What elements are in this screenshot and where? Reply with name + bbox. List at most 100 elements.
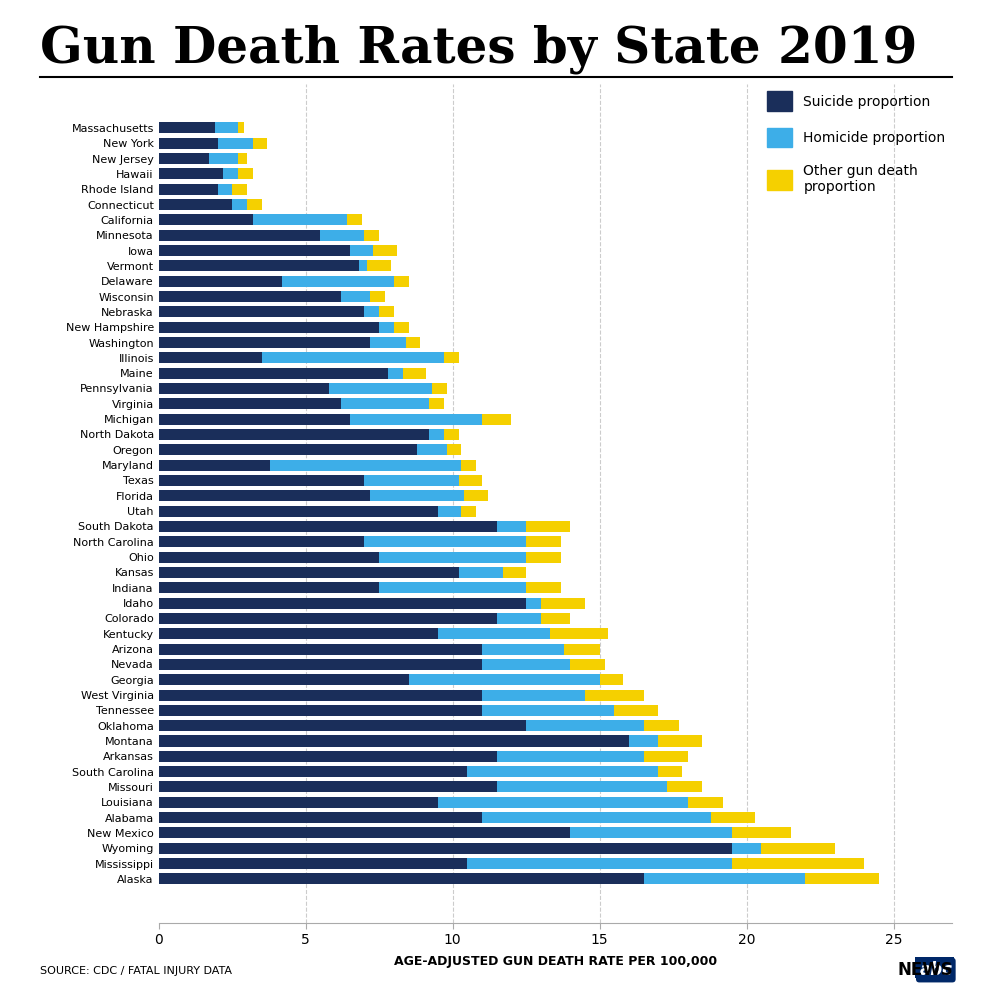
Bar — [238, 169, 253, 180]
Bar — [159, 766, 467, 777]
Bar — [159, 797, 437, 807]
Bar — [443, 352, 458, 363]
Bar — [394, 321, 409, 332]
Bar — [223, 169, 238, 180]
Bar — [403, 368, 427, 379]
Bar — [370, 291, 385, 302]
Bar — [159, 429, 430, 440]
Bar — [526, 597, 541, 608]
Bar — [159, 368, 388, 379]
Bar — [159, 597, 526, 608]
Bar — [732, 827, 791, 838]
Bar — [159, 138, 217, 149]
Bar — [446, 444, 461, 455]
Bar — [159, 153, 208, 164]
Bar — [467, 766, 659, 777]
Bar — [159, 843, 732, 854]
Bar — [370, 337, 406, 348]
Bar — [159, 751, 497, 762]
Bar — [599, 675, 623, 685]
Bar — [406, 337, 421, 348]
Bar — [367, 260, 391, 272]
Bar — [732, 843, 761, 854]
Bar — [482, 689, 585, 700]
Bar — [217, 184, 232, 194]
Bar — [159, 414, 350, 425]
Bar — [364, 230, 379, 241]
Bar — [320, 230, 364, 241]
Bar — [232, 184, 247, 194]
Bar — [159, 566, 458, 578]
Bar — [370, 490, 464, 501]
Bar — [482, 644, 564, 655]
Bar — [482, 414, 512, 425]
Bar — [341, 399, 430, 410]
Bar — [159, 659, 482, 670]
Bar — [159, 459, 271, 470]
Text: SOURCE: CDC / FATAL INJURY DATA: SOURCE: CDC / FATAL INJURY DATA — [40, 966, 232, 976]
Bar — [364, 307, 379, 317]
Bar — [761, 843, 834, 854]
Bar — [262, 352, 443, 363]
Bar — [159, 444, 418, 455]
Bar — [159, 214, 253, 225]
Bar — [271, 459, 461, 470]
Bar — [482, 812, 711, 823]
Bar — [159, 582, 379, 593]
Bar — [644, 720, 679, 731]
Bar — [430, 399, 443, 410]
Bar — [159, 782, 497, 793]
Bar — [159, 735, 629, 747]
Bar — [443, 429, 458, 440]
Bar — [217, 138, 253, 149]
Bar — [659, 735, 702, 747]
Text: Gun Death Rates by State 2019: Gun Death Rates by State 2019 — [40, 25, 917, 74]
Bar — [668, 782, 702, 793]
Bar — [644, 873, 806, 885]
Bar — [433, 383, 446, 394]
Bar — [159, 689, 482, 700]
Bar — [159, 337, 370, 348]
Bar — [159, 720, 526, 731]
Bar — [461, 506, 476, 517]
Bar — [526, 720, 644, 731]
Bar — [550, 628, 608, 639]
Bar — [247, 199, 262, 210]
Bar — [409, 675, 599, 685]
Bar — [497, 751, 644, 762]
Bar — [614, 705, 659, 716]
Bar — [570, 827, 732, 838]
Bar — [159, 827, 570, 838]
Bar — [373, 245, 397, 256]
Bar — [214, 122, 238, 134]
Bar — [159, 644, 482, 655]
Bar — [159, 399, 341, 410]
Bar — [159, 352, 262, 363]
Bar — [159, 199, 232, 210]
Bar — [482, 705, 614, 716]
Bar — [541, 613, 570, 624]
Text: NEWS: NEWS — [898, 961, 953, 979]
Bar — [253, 138, 268, 149]
Bar — [732, 858, 864, 869]
Bar — [238, 153, 247, 164]
Bar — [437, 797, 687, 807]
Bar — [159, 184, 217, 194]
Text: abc: abc — [917, 958, 952, 976]
Bar — [394, 276, 409, 287]
Legend: Suicide proportion, Homicide proportion, Other gun death
proportion: Suicide proportion, Homicide proportion,… — [767, 91, 945, 194]
Bar — [159, 245, 350, 256]
Bar — [526, 552, 561, 562]
Bar — [159, 675, 409, 685]
Bar — [659, 766, 682, 777]
Bar — [379, 582, 526, 593]
Bar — [159, 169, 223, 180]
Bar — [585, 689, 644, 700]
Bar — [159, 613, 497, 624]
Bar — [629, 735, 659, 747]
Bar — [159, 260, 358, 272]
Bar — [159, 291, 341, 302]
Bar — [564, 644, 599, 655]
Bar — [159, 552, 379, 562]
Bar — [379, 552, 526, 562]
